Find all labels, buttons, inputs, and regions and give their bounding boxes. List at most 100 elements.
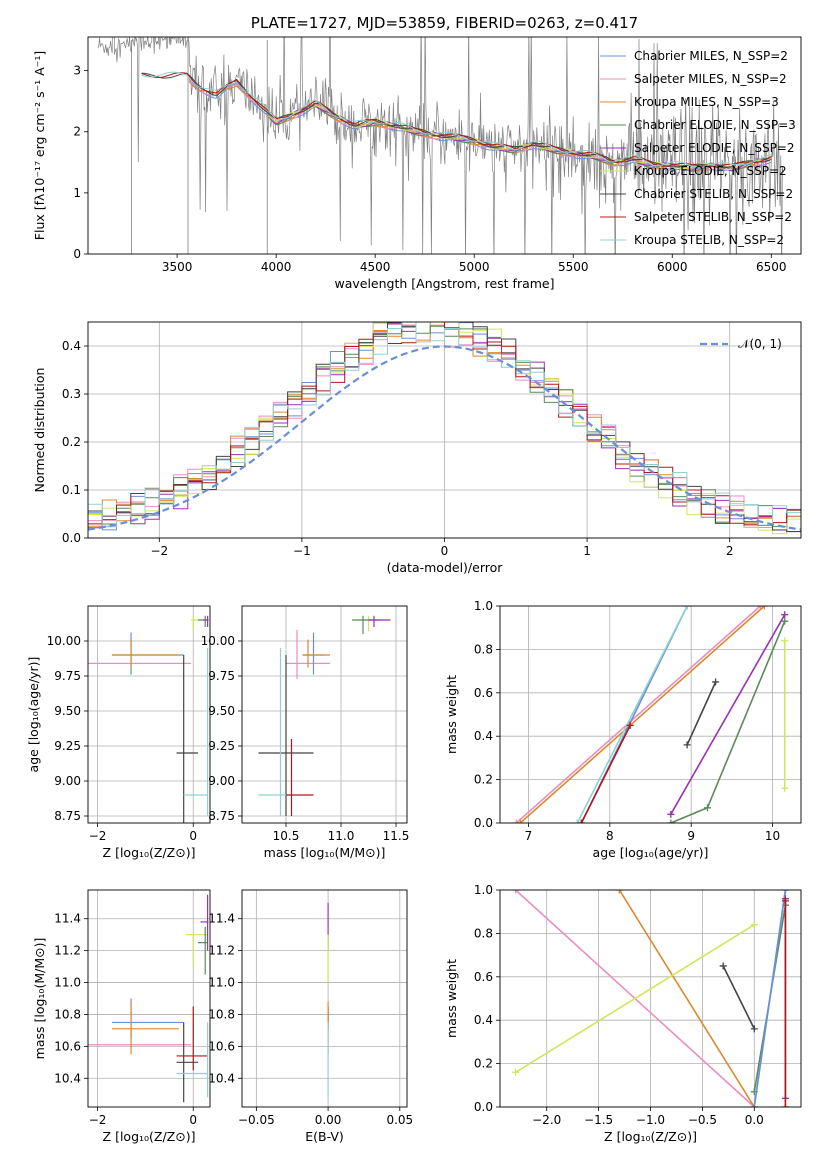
point-chabrier-elodie: [198, 926, 208, 975]
series-kroupa-elodie: [515, 924, 755, 1073]
axes-frame: [499, 889, 802, 1108]
plus-marker: [573, 819, 581, 823]
point-salpeter-elodie: [200, 894, 209, 951]
x-tick-label: −2: [89, 1113, 107, 1127]
residuals-axes: −2 −1 0 1 2 0.0 0.1 0.2 0.3 0.4 (data-model)/error…: [32, 321, 802, 575]
x-tick-label: 11.5: [383, 829, 410, 843]
series-salpeter-elodie: [670, 614, 786, 815]
x-tick-label: 1: [583, 544, 591, 558]
point-chabrier-miles: [111, 998, 184, 1039]
plus-marker: [756, 606, 764, 610]
x-axis-label: Z [log₁₀(Z/Z⊙)]: [103, 845, 196, 860]
histogram-kroupa-stelib: [88, 322, 801, 527]
age_vs_Z-axes: −2 0 8.75 9.00 9.25 9.50 9.75 10.00 Z [log₁₀(Z/Z…: [26, 605, 211, 860]
x-axis-label: Z [log₁₀(Z/Z⊙)]: [604, 1129, 697, 1144]
point-chabrier-stelib: [176, 1022, 199, 1103]
x-tick-label: −0.5: [688, 1113, 717, 1127]
axes-frame: [87, 605, 211, 824]
point-chabrier-elodie: [198, 615, 208, 627]
legend-entry: Chabrier ELODIE, N_SSP=3: [634, 118, 796, 132]
y-tick-label: 0.6: [474, 686, 493, 700]
x-axis-label: Z [log₁₀(Z/Z⊙)]: [103, 1129, 196, 1144]
y-tick-label: 11.0: [54, 976, 81, 990]
x-tick-label: 0.00: [315, 1113, 342, 1127]
legend-entry: Salpeter ELODIE, N_SSP=2: [634, 141, 795, 155]
x-tick-label: 5000: [459, 260, 490, 274]
y-tick-label: 9.00: [54, 774, 81, 788]
axes-frame: [241, 889, 408, 1108]
point-kroupa-elodie: [186, 934, 208, 967]
y-axis-label: Normed distribution: [32, 368, 47, 493]
plus-marker: [683, 741, 691, 749]
plus-marker: [781, 1103, 789, 1107]
y-tick-label: 0.4: [62, 339, 81, 353]
series-chabrier-elodie: [670, 620, 786, 823]
age_vs_mass-axes: 10.5 11.0 11.5 8.75 9.00 9.25 9.50 9.75 10.00 mas…: [201, 605, 410, 860]
x-tick-label: 0: [189, 829, 197, 843]
series-chabrier-miles: [753, 890, 787, 1107]
x-tick-label: −0.05: [238, 1113, 275, 1127]
point-chabrier-miles: [111, 632, 184, 675]
y-tick-label: 10.8: [208, 1007, 235, 1021]
plus-marker: [781, 784, 789, 792]
x-tick-label: 0: [189, 1113, 197, 1127]
y-tick-label: 0.4: [474, 1013, 493, 1027]
x-tick-label: 6000: [657, 260, 688, 274]
plus-marker: [781, 611, 789, 619]
y-axis-label: Flux [fλ10⁻¹⁷ erg cm⁻² s⁻¹ A⁻¹]: [32, 51, 47, 240]
y-tick-label: 11.4: [54, 912, 81, 926]
plus-marker: [615, 890, 623, 894]
age_vs_Z-plot-area: [88, 615, 209, 823]
point-chabrier-stelib: [258, 655, 314, 816]
y-tick-label: 0.0: [474, 1100, 493, 1114]
y-tick-label: 10.4: [208, 1071, 235, 1085]
x-tick-label: 0.05: [386, 1113, 413, 1127]
legend-entry: 𝒩(0, 1): [738, 337, 782, 351]
axes-frame: [87, 36, 802, 255]
x-axis-label: mass [log₁₀(M/M⊙)]: [264, 845, 386, 860]
y-tick-label: 0.0: [62, 531, 81, 545]
point-chabrier-miles: [302, 632, 325, 675]
plus-marker: [712, 678, 720, 686]
legend-entry: Chabrier STELIB, N_SSP=2: [634, 187, 793, 201]
y-tick-label: 9.25: [208, 739, 235, 753]
y-tick-label: 10.4: [54, 1071, 81, 1085]
y-tick-label: 3: [73, 64, 81, 78]
x-tick-label: −1: [293, 544, 311, 558]
data-spectrum-line: [97, 37, 784, 254]
plus-marker: [512, 1068, 520, 1076]
plus-marker: [512, 819, 520, 823]
point-salpeter-miles: [88, 1044, 191, 1046]
legend: Chabrier MILES, N_SSP=2 Salpeter MILES, N…: [600, 49, 796, 247]
model-line-chabrier-elodie: [267, 104, 770, 172]
massweight_vs_age-axes: 7 8 9 10 0.0 0.2 0.4 0.6 0.8 1.0 age [log₁₀(age/yr…: [444, 599, 802, 860]
spectrum-axes: 3500 4000 4500 5000 5500 6000 6500 0 1 2 3 waveleng…: [32, 14, 802, 291]
y-tick-label: 1: [73, 186, 81, 200]
y-tick-label: 9.75: [208, 669, 235, 683]
model-line-kroupa-stelib: [141, 71, 772, 168]
point-chabrier-stelib: [176, 655, 199, 823]
y-tick-label: 10.6: [54, 1039, 81, 1053]
series-chabrier-stelib: [686, 681, 717, 746]
axes-frame: [241, 605, 408, 824]
x-tick-label: 10.5: [273, 829, 300, 843]
chart-title: PLATE=1727, MJD=53859, FIBERID=0263, z=0…: [251, 14, 638, 32]
mass_vs_Z-axes: −2 0 10.4 10.6 10.8 11.0 11.2 11.4 Z [log₁₀(Z/Z⊙…: [32, 889, 211, 1144]
plus-marker: [781, 637, 789, 645]
y-axis-label: mass [log₁₀(M/M⊙)]: [32, 938, 47, 1060]
y-tick-label: 11.2: [208, 944, 235, 958]
plus-marker: [760, 606, 768, 610]
axes-frame: [87, 321, 802, 539]
y-tick-label: 9.50: [208, 704, 235, 718]
x-tick-label: −2: [89, 829, 107, 843]
x-tick-label: 2: [726, 544, 734, 558]
point-kroupa-stelib: [183, 648, 209, 816]
point-kroupa-elodie: [357, 615, 385, 632]
x-tick-label: 6500: [756, 260, 787, 274]
x-tick-label: 10: [765, 829, 780, 843]
axes-frame: [87, 889, 211, 1108]
spectrum-plot-area: [97, 37, 784, 254]
y-tick-label: 0.4: [474, 729, 493, 743]
plus-marker: [667, 819, 675, 823]
x-axis-label: age [log₁₀(age/yr)]: [593, 845, 709, 860]
